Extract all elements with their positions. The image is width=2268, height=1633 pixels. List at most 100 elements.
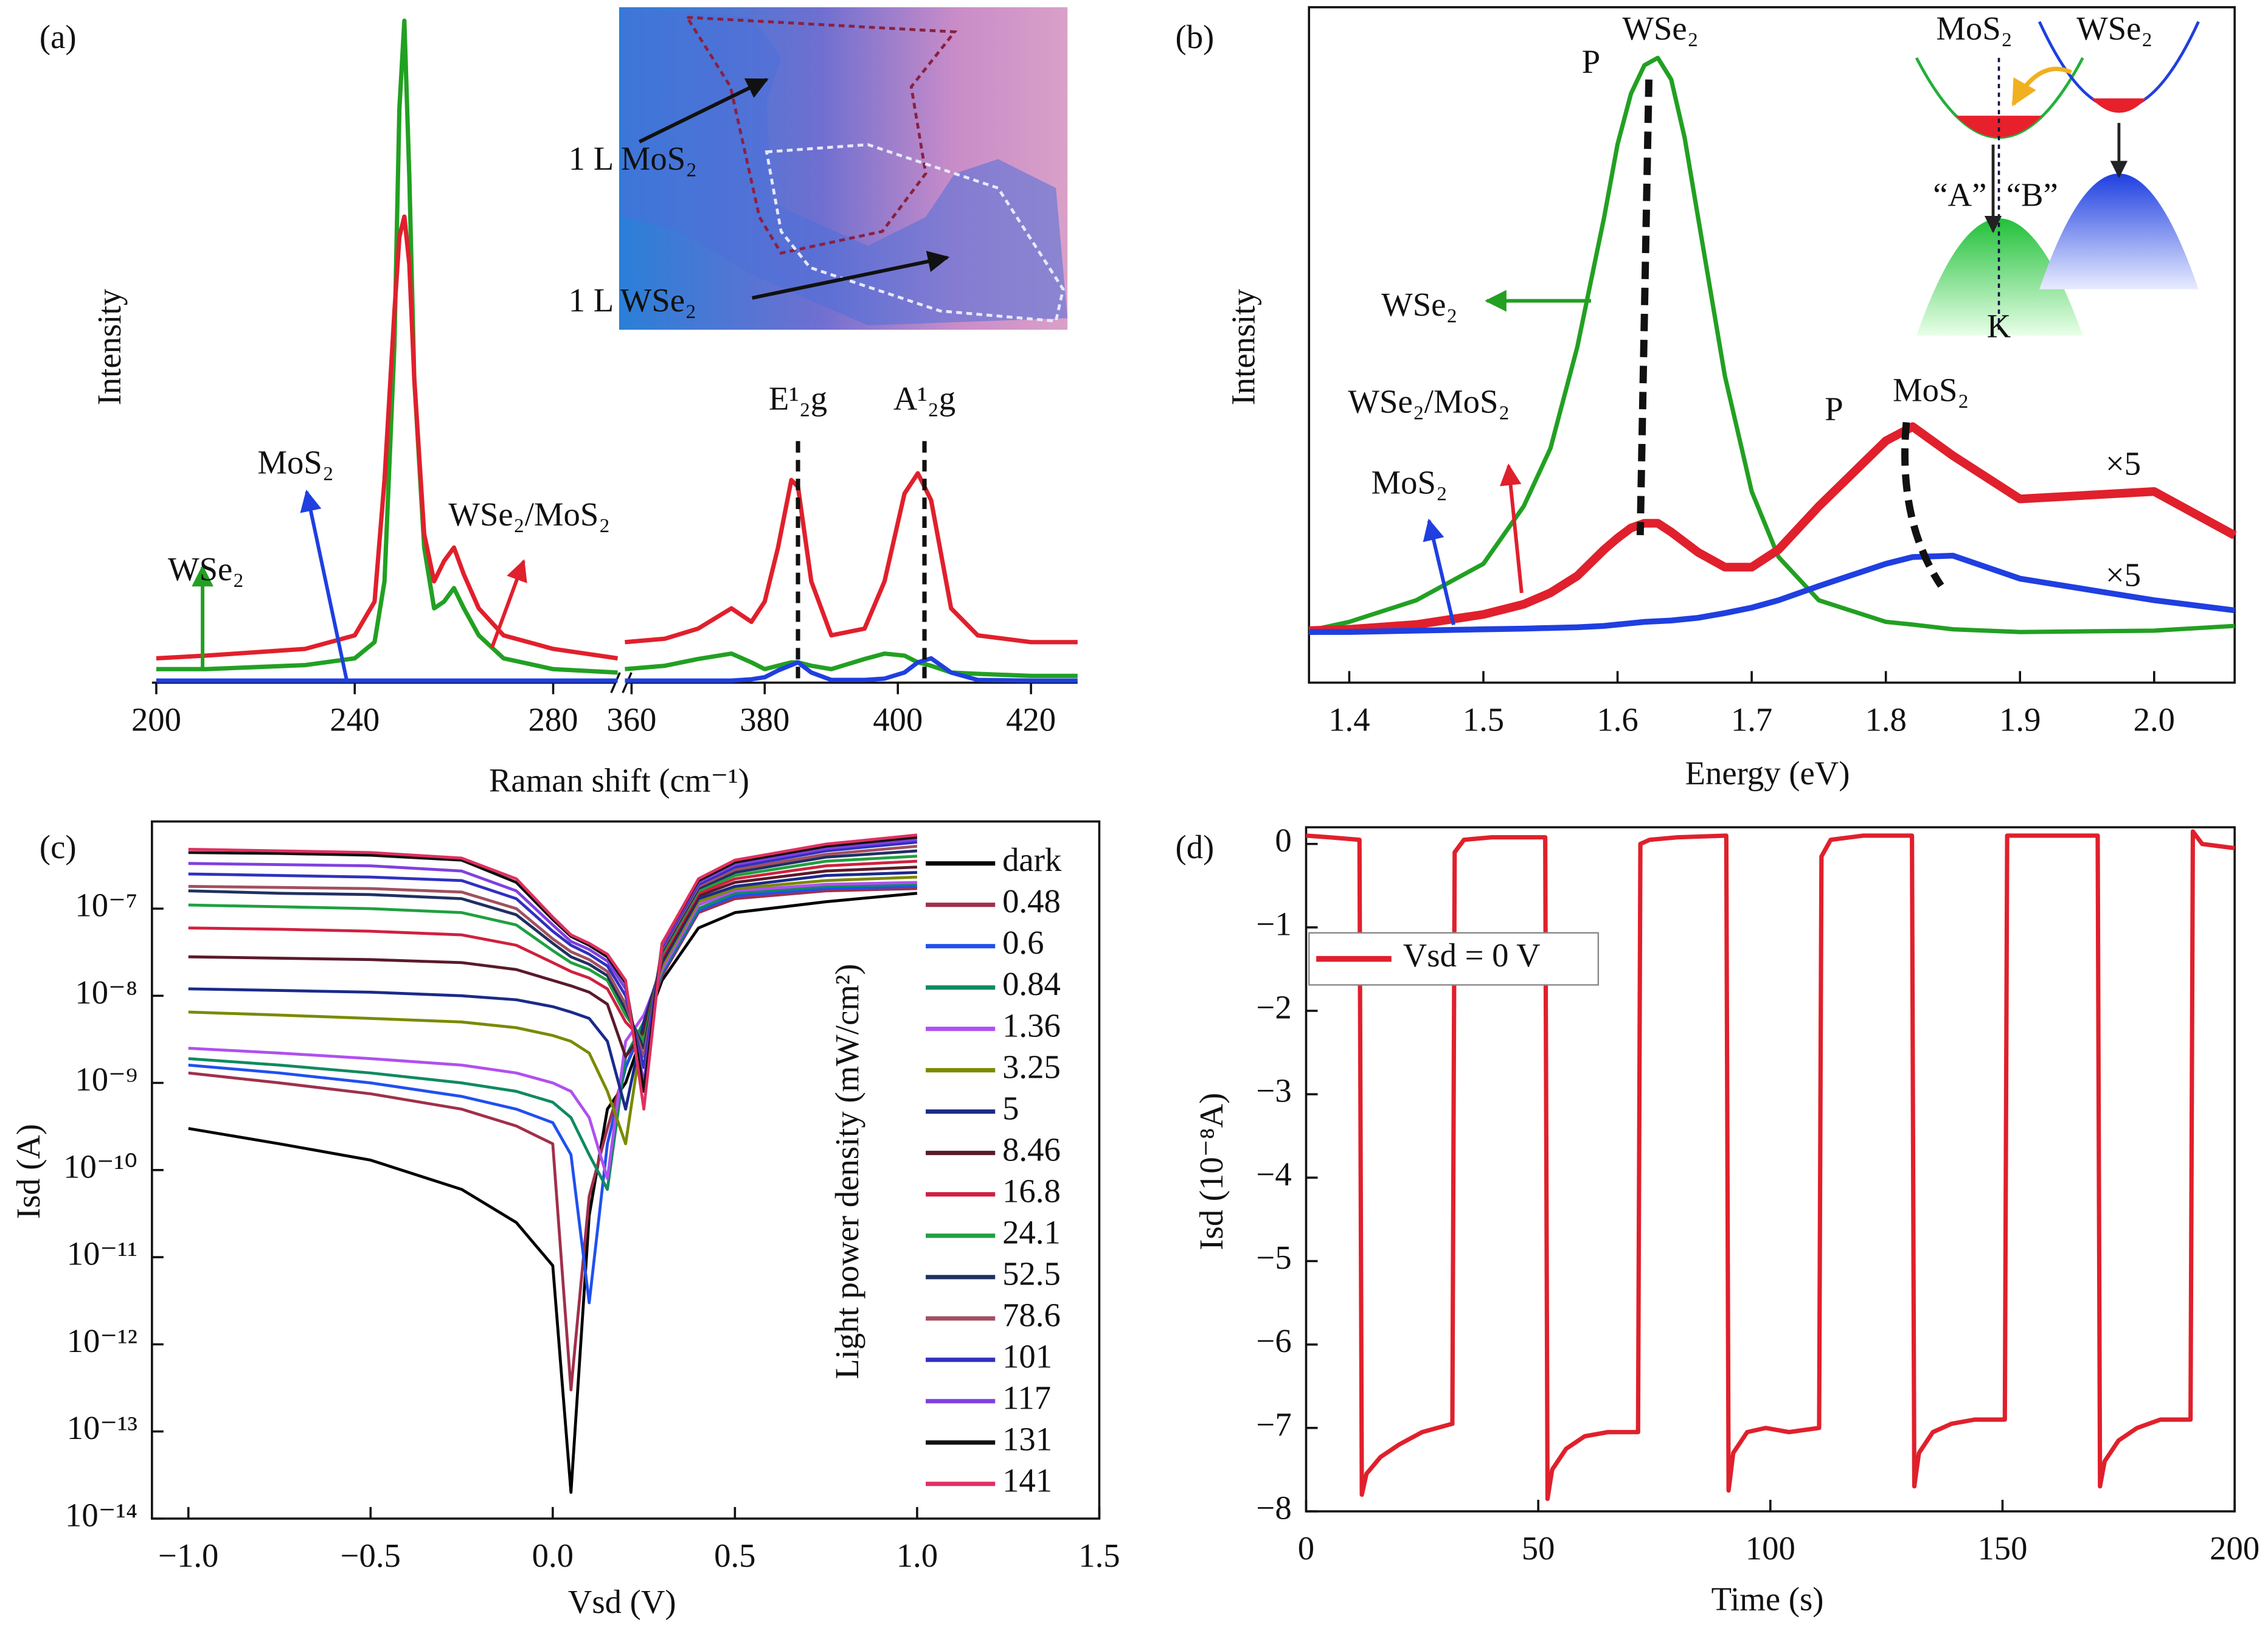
arrow [1499,463,1524,594]
y-axis-label: Isd (10⁻⁸A) [1193,1093,1230,1250]
panel-label: (b) [1175,18,1214,55]
series-line [156,214,619,661]
series-line [188,838,918,1084]
x-tick-label: 1.8 [1865,701,1906,738]
x-tick-label: 50 [1522,1530,1555,1567]
y-tick-label: 10⁻¹³ [67,1409,137,1446]
series-label: WSe₂/MoS₂ [448,496,610,533]
y-axis-label: Isd (A) [10,1124,47,1219]
legend-label: 8.46 [1002,1131,1061,1168]
x-axis-label: Vsd (V) [568,1583,676,1620]
legend-label: 141 [1002,1461,1052,1499]
series-label: WSe₂ [1381,286,1457,323]
y-tick-label: −1 [1257,905,1292,942]
x-axis-label: Energy (eV) [1685,755,1850,792]
inset-label: K [1987,308,2011,345]
series-line [188,859,918,1043]
arrow [1423,518,1455,625]
x-tick-label: 150 [1977,1530,2027,1567]
legend-label: 16.8 [1002,1172,1061,1209]
series-line [188,855,918,1043]
peak-shift-line [1901,421,1944,588]
y-tick-label: 10⁻¹⁴ [65,1496,137,1533]
arrow [752,251,950,300]
legend-label: 3.25 [1002,1048,1061,1085]
x-tick-label: 360 [606,701,656,738]
x-tick-label: 0 [1298,1530,1314,1567]
y-tick-label: 10⁻⁸ [75,974,137,1011]
x-tick-label: 400 [873,701,923,738]
x-tick-label: 0.5 [714,1537,755,1574]
y-tick-label: −2 [1257,989,1292,1026]
annotation: ×5 [2106,556,2141,594]
series-label: WSe₂ [168,550,244,588]
x-tick-label: 0.0 [532,1537,574,1574]
x-tick-label: 1.7 [1731,701,1772,738]
y-tick-label: −5 [1257,1239,1292,1276]
series-line [188,887,917,1392]
legend-label: 117 [1002,1379,1051,1416]
annotation: WSe₂ [1622,10,1698,47]
annotation: MoS₂ [1893,371,1969,408]
series-line [625,471,1078,645]
y-tick-label: 10⁻¹¹ [67,1235,137,1272]
series-line [156,18,618,675]
y-tick-label: 0 [1275,822,1291,859]
x-tick-label: 1.5 [1463,701,1504,738]
y-tick-label: 10⁻¹⁰ [63,1148,137,1185]
legend-label: 5 [1002,1089,1019,1126]
y-tick-label: −6 [1257,1322,1292,1359]
series-line [188,836,918,1093]
arrow [638,78,769,144]
series-line [188,841,918,1069]
y-tick-label: 10⁻⁹ [75,1061,137,1098]
series-label: MoS₂ [1371,464,1447,501]
inset-photo [619,7,1068,330]
x-tick-label: 2.0 [2134,701,2175,738]
x-tick-label: −1.0 [158,1537,218,1574]
x-tick-label: −0.5 [341,1537,401,1574]
legend-label: 78.6 [1002,1296,1061,1333]
y-tick-label: −4 [1257,1156,1292,1193]
panel-label: (a) [40,18,77,55]
peak-label: A¹₂g [893,380,955,417]
x-tick-label: 1.9 [1999,701,2041,738]
x-tick-label: 420 [1006,701,1056,738]
legend-title: Light power density (mW/cm²) [828,964,865,1379]
x-tick-label: 200 [2210,1530,2259,1567]
arrow [490,559,527,649]
arrow [300,490,349,684]
series-line [1306,829,2235,1502]
legend-label: 1.36 [1002,1007,1061,1044]
series-line [625,656,1078,683]
annotation: P [1582,43,1600,80]
series-line [1309,552,2235,635]
y-axis-label: Intensity [1225,288,1262,405]
panel-label: (c) [40,828,77,865]
y-tick-label: 10⁻⁷ [75,887,137,924]
y-tick-label: −3 [1257,1072,1292,1109]
legend-label: 101 [1002,1337,1052,1375]
plot-frame [151,820,1101,1520]
series-line [188,881,917,1181]
x-tick-label: 1.0 [896,1537,938,1574]
legend-label: dark [1002,841,1062,878]
series-line [1308,422,2237,636]
peak-label: E¹₂g [769,380,827,417]
x-tick-label: 200 [131,701,181,738]
series-line [188,849,918,1050]
legend-box [1308,932,1600,986]
series-label: WSe₂/MoS₂ [1348,383,1510,420]
series-line [188,882,917,1191]
legend-label: 52.5 [1002,1255,1061,1292]
legend-label: 0.84 [1002,965,1061,1002]
series-label: MoS₂ [257,443,333,480]
inset-label: “B” [2006,176,2058,213]
inset-label: 1 L WSe₂ [569,282,696,319]
series-line [188,875,917,1146]
y-axis-label: Intensity [91,288,128,405]
inset-label: 1 L MoS₂ [569,140,698,177]
series-line [188,865,918,1058]
